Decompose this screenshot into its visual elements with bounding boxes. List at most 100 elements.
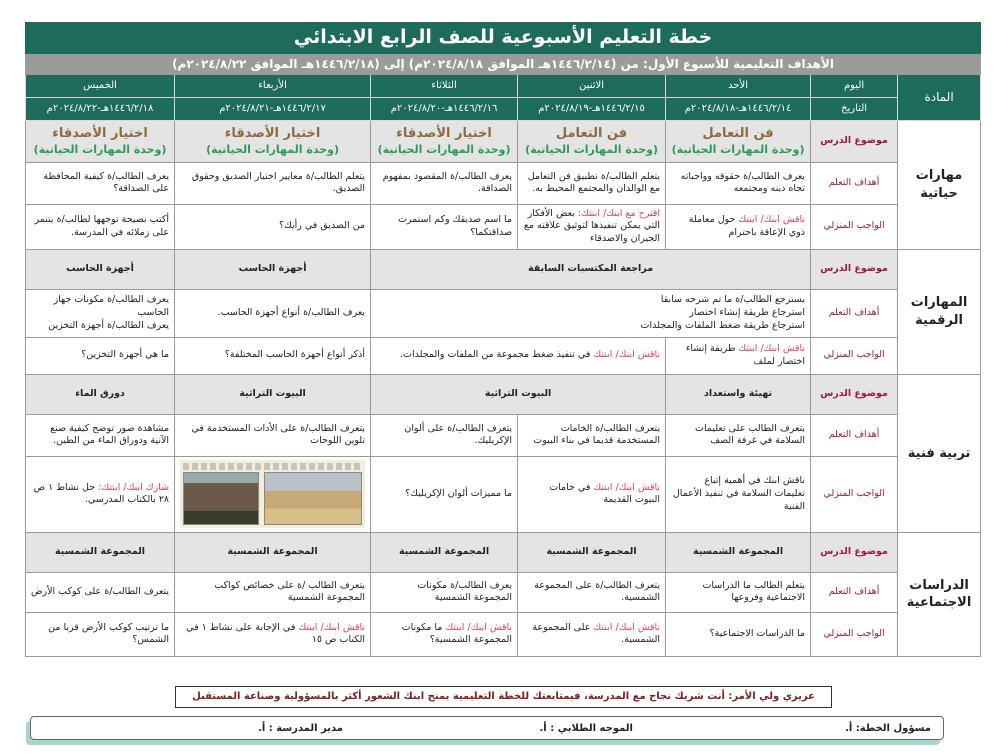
objectives-text: يتعرف الطالب /ة على خصائص كواكب المجموعة…	[214, 579, 366, 604]
date-1: ١٤٤٦/٢/١٥هـ-٢٠٢٤/٨/١٩م	[517, 96, 667, 121]
homework-cell: ناقش ابنك/ ابنتك حول معاملة ذوي الإعاقة …	[665, 203, 812, 250]
objectives-text: يتعلم الطالب/ة تطبيق فن التعامل مع الوال…	[527, 170, 661, 195]
homework-text: أكتب نصيحة توجهها لطالب/ة يتنمر على زملا…	[34, 214, 170, 238]
day-header: اليوم	[810, 73, 899, 98]
homework-cell: ما مميزات ألوان الإكريليك؟	[370, 455, 519, 533]
topic-row: الدراسات الاجتماعية موضوع الدرس المجموعة ا…	[24, 531, 982, 657]
objectives-cell: يعرف الطالب/ة مكونات المجموعة الشمسية	[370, 571, 519, 613]
objectives-row: أهداف التعلم يتعرف الطالب على تعليمات الس…	[24, 413, 981, 457]
homework-highlight: ناقش ابنك/ ابنتك	[298, 621, 366, 633]
homework-text: حول معاملة ذوي الإعاقة باحترام	[688, 214, 806, 238]
day-3: الأربعاء	[174, 73, 372, 98]
objectives-text: يتعلم الطالب/ة معايير اختيار الصديق وحقو…	[191, 170, 366, 195]
objectives-cell: يسترجع الطالب/ة ما تم شرحه سابقا استرجاع…	[370, 288, 812, 338]
objectives-text: يتعلم الطالب ما الدراسات الاجتماعية وفرو…	[702, 579, 806, 604]
objectives-cell: يتعرف الطالب/ة على الأدات المستخدمة في ت…	[174, 413, 372, 457]
objectives-text: يعرف الطالب/ة كيفية المحافظة على الصداقة…	[43, 170, 170, 195]
homework-cell: أكتب نصيحة توجهها لطالب/ة يتنمر على زملا…	[24, 203, 176, 250]
objectives-cell: يعرف الطالب/ة أنواع أجهزة الحاسب.	[174, 288, 372, 338]
topic-cell: المجموعة الشمسية	[174, 531, 372, 573]
topic-cell: اختيار الأصدقاء (وحدة المهارات الحياتية)	[24, 119, 176, 163]
day-4: الخميس	[24, 73, 176, 98]
row-label-homework: الواجب المنزلي	[810, 336, 899, 375]
topic-text: المجموعة الشمسية	[546, 545, 637, 557]
objectives-row: أهداف التعلم يسترجع الطالب/ة ما تم شرحه س…	[24, 288, 981, 338]
date-0: ١٤٤٦/٢/١٤هـ-٢٠٢٤/٨/١٨م	[665, 96, 812, 121]
topic-text: البيوت التراثية	[484, 387, 552, 399]
house-photo	[183, 472, 259, 526]
topic-text: اختيار الأصدقاء	[52, 126, 148, 142]
homework-cell: أذكر أنواع أجهزة الحاسب المختلفة؟	[174, 336, 372, 375]
homework-cell: ناقش ابنك/ ابنتك طريقة إنشاء اختصار لملف	[665, 336, 812, 375]
date-3: ١٤٤٦/٢/١٧هـ-٢٠٢٤/٨/٢١م	[174, 96, 372, 121]
topic-row: تربية فنية موضوع الدرس تهيئة واستعداد البيو…	[24, 373, 982, 533]
day-2: الثلاثاء	[370, 73, 519, 98]
topic-text: أجهزة الحاسب	[66, 262, 134, 274]
homework-text: أذكر أنواع أجهزة الحاسب المختلفة؟	[224, 349, 366, 361]
homework-cell: ناقش ابنك/ ابنتك ما مكونات المجموعة الشم…	[370, 611, 519, 657]
unit-name: (وحدة المهارات الحياتية)	[525, 142, 658, 156]
homework-cell: ناقش ابنك/ ابنتك على المجموعة الشمسية.	[517, 611, 667, 657]
homework-row: الواجب المنزلي ناقش ابنك/ ابنتك طريقة إنش…	[24, 336, 981, 375]
date-4: ١٤٤٦/٢/١٨هـ-٢٠٢٤/٨/٢٢م	[24, 96, 176, 121]
topic-cell: تهيئة واستعداد	[665, 373, 812, 415]
row-label-topic: موضوع الدرس	[810, 373, 899, 415]
topic-cell: المجموعة الشمسية	[370, 531, 519, 573]
topic-text: المجموعة الشمسية	[693, 545, 784, 557]
subject-name: مهارات حياتية	[897, 119, 982, 250]
weekly-plan-table: خطة التعليم الأسبوعية للصف الرابع الابتد…	[24, 22, 982, 657]
objectives-cell: يعرف الطالب/ة حقوقه وواجباته تجاه دينه و…	[665, 161, 812, 205]
topic-text: المجموعة الشمسية	[399, 545, 490, 557]
unit-name: (وحدة المهارات الحياتية)	[33, 142, 167, 156]
objectives-text: يعرف الطالب/ة مكونات المجموعة الشمسية	[417, 579, 513, 604]
homework-text: بعض الأفكار التي يمكن تنفيذها لتوثيق علا…	[523, 207, 661, 245]
objectives-cell: يتعرف الطالب/ة على ألوان الإكريليك.	[370, 413, 519, 457]
homework-cell: ما اسم صديقك وكم استمرت صداقتكما؟	[370, 203, 519, 250]
homework-highlight: اقترح مع ابنك/ ابنتك:	[577, 207, 661, 219]
homework-text: في الإجابة على نشاط ١ في الكتاب ص ١٥	[186, 621, 366, 646]
topic-cell: البيوت التراثية	[174, 373, 372, 415]
topic-text: أجهزة الحاسب	[238, 262, 307, 274]
objectives-cell: يتعرف الطالب على تعليمات السلامة في غرفة…	[665, 413, 812, 457]
date-header: التاريخ	[810, 96, 899, 121]
homework-text: ما مكونات المجموعة الشمسية؟	[401, 621, 513, 646]
homework-cell: ما ترتيب كوكب الأرض قربا من الشمس؟	[24, 611, 176, 657]
topic-cell: أجهزة الحاسب	[24, 248, 176, 290]
homework-text: حل نشاط ١ ص ٢٨ بالكتاب المدرسي.	[33, 481, 170, 506]
homework-highlight: ناقش ابنك/ ابنتك	[593, 621, 661, 633]
homework-highlight: ناقش ابنك/ ابنتك	[445, 621, 513, 633]
homework-text: ما ترتيب كوكب الأرض قربا من الشمس؟	[48, 621, 170, 646]
unit-name: (وحدة المهارات الحياتية)	[377, 142, 511, 156]
homework-text: من الصديق في رأيك؟	[278, 220, 366, 232]
row-label-homework: الواجب المنزلي	[810, 455, 899, 533]
homework-cell: ما هي أجهزة التخزين؟	[24, 336, 176, 375]
objectives-text: يعرف الطالب/ة حقوقه وواجباته تجاه دينه و…	[680, 170, 806, 195]
homework-text: ما اسم صديقك وكم استمرت صداقتكما؟	[397, 214, 513, 238]
topic-text: دورق الماء	[75, 387, 125, 399]
objectives-text: مشاهدة صور توضح كيفية صنع الآنية ودوراق …	[50, 422, 170, 447]
parent-note: عزيزي ولي الأمر: أنت شريك نجاح مع المدرس…	[175, 686, 832, 708]
objectives-cell: يتعرف الطالب/ة الخامات المستخدمة قديما ف…	[517, 413, 667, 457]
homework-row: الواجب المنزلي ناقش ابنك/ ابنتك حول معامل…	[24, 203, 981, 250]
unit-name: (وحدة المهارات الحياتية)	[206, 142, 339, 156]
topic-cell: المجموعة الشمسية	[665, 531, 812, 573]
row-label-objectives: أهداف التعلم	[810, 413, 899, 457]
homework-cell: ناقش ابنك/ ابنتك في تنفيذ ضغط مجموعة من …	[370, 336, 667, 375]
topic-text: اختيار الأصدقاء	[396, 126, 492, 142]
row-label-objectives: أهداف التعلم	[810, 161, 899, 205]
topic-cell: اختيار الأصدقاء (وحدة المهارات الحياتية)	[370, 119, 519, 163]
subject-name: تربية فنية	[897, 373, 982, 533]
homework-highlight: ناقش ابنك/ ابنتك	[593, 481, 661, 493]
topic-text: اختيار الأصدقاء	[224, 126, 321, 142]
objectives-cell: مشاهدة صور توضح كيفية صنع الآنية ودوراق …	[24, 413, 176, 457]
objectives-text: يعرف الطالب/ة أنواع أجهزة الحاسب.	[217, 306, 366, 318]
row-label-homework: الواجب المنزلي	[810, 203, 899, 250]
topic-cell: فن التعامل (وحدة المهارات الحياتية)	[517, 119, 667, 163]
topic-text: مراجعة المكتسبات السابقة	[527, 262, 654, 274]
topic-row: المهارات الرقمية موضوع الدرس مراجعة المكتس…	[24, 248, 982, 375]
homework-cell: ناقش ابنك/ ابنتك في الإجابة على نشاط ١ ف…	[174, 611, 372, 657]
objectives-cell: يتعلم الطالب/ة تطبيق فن التعامل مع الوال…	[517, 161, 667, 205]
objectives-text: يتعرف الطالب/ة على ألوان الإكريليك.	[404, 422, 513, 447]
topic-text: تهيئة واستعداد	[704, 387, 773, 399]
homework-text: طريقة إنشاء اختصار لملف	[685, 343, 806, 367]
